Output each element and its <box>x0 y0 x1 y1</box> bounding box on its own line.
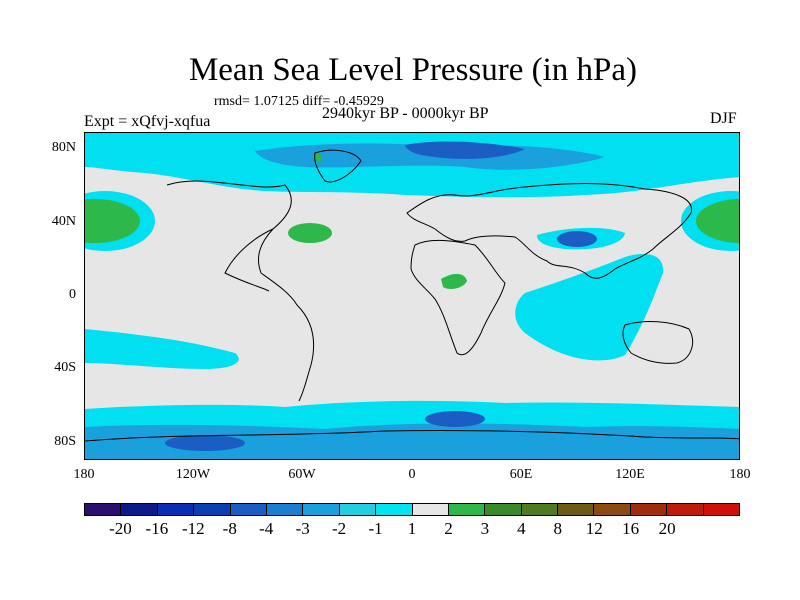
chart-title: Mean Sea Level Pressure (in hPa) <box>188 52 638 88</box>
colorbar-swatch <box>85 504 122 515</box>
eurasia-coast <box>406 183 692 279</box>
north-atlantic-positive <box>288 223 332 243</box>
north-pacific-west-positive <box>85 199 140 243</box>
central-america-coast <box>224 228 274 292</box>
southern-ocean-mid <box>85 423 739 459</box>
season-label: DJF <box>710 110 737 127</box>
colorbar-swatch <box>630 504 668 515</box>
colorbar-label: 2 <box>444 519 453 538</box>
coastlines <box>85 149 739 442</box>
tibet-deep-anomaly <box>557 231 597 247</box>
colorbar-swatch <box>266 504 304 515</box>
africa-coast <box>410 239 506 356</box>
arctic-deep-anomaly <box>405 141 525 159</box>
lat-tick-80s: 80S <box>54 434 76 449</box>
colorbar-swatch <box>703 504 740 515</box>
south-pacific-negative-anomaly <box>85 329 239 369</box>
greenland-coast <box>314 149 362 183</box>
colorbar-label: 12 <box>585 519 603 538</box>
colorbar-swatch <box>448 504 486 515</box>
colorbar-label: -12 <box>181 519 205 538</box>
stats-label: rmsd= 1.07125 diff= -0.45929 <box>214 94 384 109</box>
lat-tick-80n: 80N <box>51 140 76 155</box>
colorbar-swatch <box>303 504 340 515</box>
southern-ocean-deep-anomaly <box>425 411 485 427</box>
colorbar-swatch <box>230 504 267 515</box>
colorbar-label: -2 <box>332 519 347 538</box>
map-panel <box>84 132 740 460</box>
antarctica-coast <box>85 429 739 442</box>
lon-tick-180w: 180 <box>73 467 95 482</box>
indian-ocean-negative-anomaly <box>515 254 664 361</box>
colorbar-swatch <box>121 504 158 515</box>
north-pacific-east-positive <box>696 199 739 243</box>
colorbar-label: 8 <box>553 519 563 538</box>
colorbar-label: 1 <box>407 519 417 538</box>
colorbar <box>84 503 740 516</box>
colorbar-swatch <box>376 504 413 515</box>
lon-tick-0: 0 <box>408 467 416 482</box>
lat-tick-40s: 40S <box>54 360 76 375</box>
lon-tick-60e: 60E <box>509 467 533 482</box>
colorbar-label: 3 <box>480 519 490 538</box>
africa-positive-anomaly <box>441 273 467 289</box>
experiment-label: Expt = xQfvj-xqfua <box>84 113 211 130</box>
colorbar-swatch <box>412 504 449 515</box>
australia-coast <box>622 321 693 364</box>
colorbar-swatch <box>194 504 231 515</box>
greenland-positive-anomaly <box>314 153 322 162</box>
colorbar-label: 16 <box>622 519 640 538</box>
antarctic-deep-west <box>165 435 245 451</box>
lat-tick-40n: 40N <box>51 214 76 229</box>
colorbar-swatch <box>594 504 631 515</box>
colorbar-label: 4 <box>517 519 526 538</box>
colorbar-label: -16 <box>145 519 169 538</box>
americas-coast <box>166 180 315 402</box>
lon-tick-120w: 120W <box>175 467 211 482</box>
colorbar-label: -4 <box>259 519 274 538</box>
colorbar-label: -3 <box>295 519 310 538</box>
colorbar-swatch <box>521 504 559 515</box>
lon-tick-60w: 60W <box>288 467 316 482</box>
lon-tick-180e: 180 <box>729 467 751 482</box>
colorbar-swatch <box>157 504 195 515</box>
colorbar-swatch <box>339 504 377 515</box>
lat-tick-0: 0 <box>69 287 76 302</box>
pressure-map <box>85 133 739 459</box>
colorbar-swatch <box>485 504 522 515</box>
colorbar-label: -8 <box>222 519 237 538</box>
lon-tick-120e: 120E <box>615 467 645 482</box>
colorbar-swatch <box>558 504 595 515</box>
colorbar-label: 20 <box>658 519 676 538</box>
colorbar-label: -20 <box>109 519 132 538</box>
period-label: 2940kyr BP - 0000kyr BP <box>322 105 489 122</box>
colorbar-label: -1 <box>368 519 383 538</box>
colorbar-swatch <box>667 504 704 515</box>
